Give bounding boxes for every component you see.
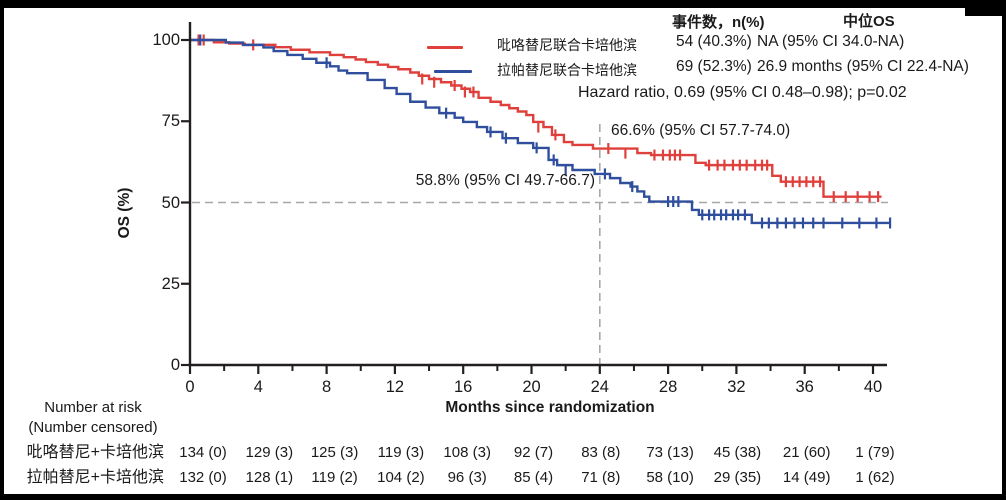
legend-line-lapatinib xyxy=(434,70,472,73)
risk-cell: 1 (79) xyxy=(855,444,895,461)
risk-cell: 83 (8) xyxy=(581,444,621,461)
legend-line-pyrotinib xyxy=(427,46,463,49)
hazard-ratio-text: Hazard ratio, 0.69 (95% CI 0.48–0.98); p… xyxy=(578,84,907,101)
risk-cell: 85 (4) xyxy=(513,469,554,486)
x-tick-label: 0 xyxy=(185,378,195,396)
events-value-pyrotinib: 54 (40.3%) xyxy=(676,33,752,50)
risk-cell: 132 (0) xyxy=(179,469,227,486)
risk-cell: 125 (3) xyxy=(310,444,359,461)
risk-cell: 73 (13) xyxy=(646,444,694,461)
risk-cell: 14 (49) xyxy=(782,469,831,486)
y-tick-label: 50 xyxy=(161,193,180,212)
risk-row-label-lapatinib: 拉帕替尼+卡培他滨 xyxy=(26,469,164,486)
x-tick-label: 36 xyxy=(795,378,814,396)
risk-row-label-pyrotinib: 吡咯替尼+卡培他滨 xyxy=(26,444,164,461)
legend-label-lapatinib: 拉帕替尼联合卡培他滨 xyxy=(497,62,637,78)
risk-cell: 1 (62) xyxy=(855,469,895,486)
risk-table-title: Number at risk xyxy=(44,399,142,416)
risk-cell: 96 (3) xyxy=(447,469,487,486)
screenshot-border-patch xyxy=(965,0,1006,16)
risk-cell: 134 (0) xyxy=(179,444,227,461)
y-axis-title: OS (%) xyxy=(116,187,133,239)
risk-cell: 29 (35) xyxy=(713,469,762,486)
x-tick-label: 12 xyxy=(385,378,405,396)
x-tick-label: 8 xyxy=(322,378,332,396)
risk-cell: 119 (2) xyxy=(311,469,358,486)
y-tick-label: 25 xyxy=(161,274,180,293)
risk-cell: 108 (3) xyxy=(443,444,491,461)
risk-table-subtitle: (Number censored) xyxy=(28,419,158,436)
events-value-lapatinib: 69 (52.3%) xyxy=(676,58,752,75)
x-tick-label: 4 xyxy=(253,378,263,396)
median-value-pyrotinib: NA (95% CI 34.0-NA) xyxy=(757,33,905,50)
x-tick-label: 40 xyxy=(863,378,883,396)
x-tick-label: 32 xyxy=(727,378,746,396)
risk-cell: 58 (10) xyxy=(646,469,694,486)
y-tick-label: 75 xyxy=(161,112,180,131)
risk-cell: 21 (60) xyxy=(782,444,831,461)
x-tick-label: 24 xyxy=(590,378,609,396)
annotation-pyrotinib-24mo: 66.6% (95% CI 57.7-74.0) xyxy=(611,122,791,139)
risk-cell: 45 (38) xyxy=(713,444,762,461)
x-tick-label: 28 xyxy=(658,378,678,396)
x-tick-label: 16 xyxy=(454,378,473,396)
x-axis-title: Months since randomization xyxy=(445,399,655,416)
risk-cell: 129 (3) xyxy=(245,444,294,461)
median-os-column-header: 中位OS xyxy=(843,13,895,30)
risk-cell: 104 (2) xyxy=(377,469,425,486)
events-column-header: 事件数，n(%) xyxy=(672,14,765,31)
risk-cell: 128 (1) xyxy=(245,469,294,486)
y-tick-label: 0 xyxy=(170,356,180,374)
risk-cell: 119 (3) xyxy=(377,444,425,461)
median-value-lapatinib: 26.9 months (95% CI 22.4-NA) xyxy=(757,58,969,75)
y-tick-label: 100 xyxy=(152,31,180,49)
x-tick-label: 20 xyxy=(522,378,541,396)
risk-cell: 92 (7) xyxy=(513,444,554,461)
legend-label-pyrotinib: 吡咯替尼联合卡培他滨 xyxy=(497,37,637,53)
annotation-lapatinib-24mo: 58.8% (95% CI 49.7-66.7) xyxy=(415,172,595,189)
risk-cell: 71 (8) xyxy=(581,469,621,486)
